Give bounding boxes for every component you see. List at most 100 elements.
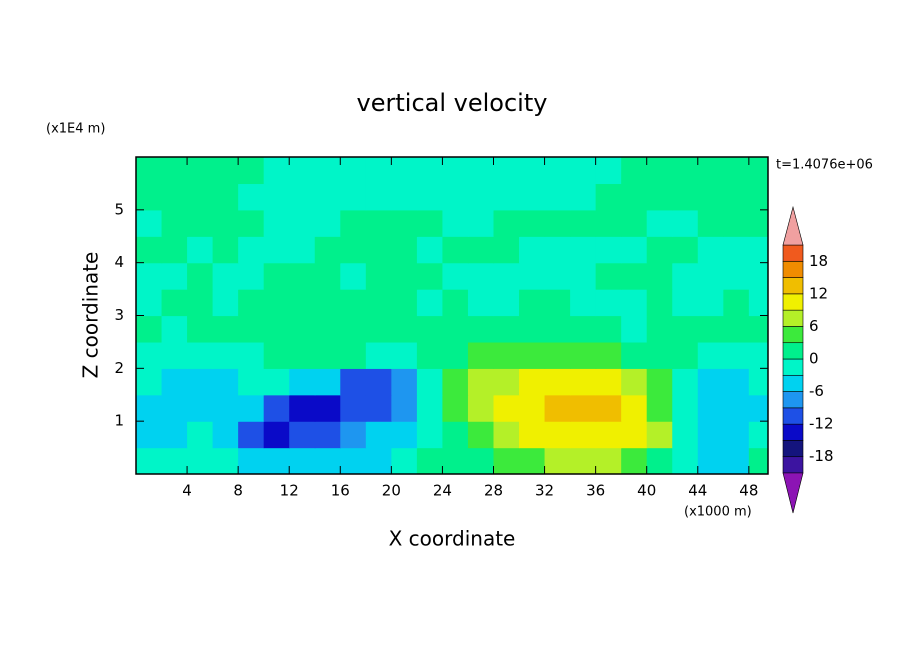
contour-cell [544,183,571,211]
contour-cell [723,289,750,317]
contour-cell [212,315,239,343]
contour-cell [723,262,750,290]
contour-cell [416,394,444,422]
contour-cell [595,289,622,317]
x-tick-label: 44 [688,482,707,500]
contour-cell [672,341,699,369]
contour-cell [570,262,597,290]
contour-cell [238,447,265,474]
contour-cell [238,421,265,449]
contour-cell [697,368,724,396]
contour-cell [646,262,673,290]
contour-cell [646,394,673,422]
contour-cell [672,368,699,396]
contour-cell [595,209,622,237]
field [136,157,768,474]
contour-cell [467,341,495,369]
contour-cell [748,262,768,290]
contour-cell [493,447,520,474]
contour-cell [621,315,648,343]
contour-cell [340,447,367,474]
contour-cell [672,447,699,474]
contour-cell [621,341,648,369]
colorbar-band [782,456,804,474]
contour-cell [493,394,520,422]
contour-cell [544,315,571,343]
contour-cell [621,421,648,449]
contour-cell [748,368,768,396]
contour-cell [493,209,520,237]
contour-cell [263,183,290,211]
x-tick-label: 48 [739,482,758,500]
contour-cell [570,315,597,343]
colorbar-band [782,244,804,262]
contour-cell [263,262,290,290]
contour-cell [621,183,648,211]
contour-cell [544,262,571,290]
contour-cell [519,315,546,343]
contour-cell [416,183,444,211]
contour-cell [646,447,673,474]
contour-cell [697,447,724,474]
contour-cell [442,315,469,343]
contour-cell [519,447,546,474]
contour-cell [519,289,546,317]
contour-cell [212,262,239,290]
contour-cell [238,341,265,369]
contour-cell [748,236,768,264]
contour-cell [289,157,316,185]
contour-cell [136,236,163,264]
contour-cell [187,368,214,396]
contour-cell [467,236,495,264]
contour-cell [187,421,214,449]
contour-cell [340,315,367,343]
contour-cell [467,394,495,422]
x-tick-label: 4 [182,482,192,500]
contour-cell [723,183,750,211]
contour-cell [238,368,265,396]
contour-cell [340,236,367,264]
contour-cell [289,315,316,343]
x-tick-label: 40 [637,482,656,500]
contour-cell [467,183,495,211]
contour-cell [365,368,392,396]
contour-cell [136,183,163,211]
contour-cell [187,262,214,290]
y-tick-label: 5 [114,200,124,218]
x-axis-label: X coordinate [389,527,516,551]
contour-cell [289,368,316,396]
contour-cell [136,394,163,422]
contour-cell [442,289,469,317]
y-axis-label: Z coordinate [79,252,103,379]
contour-cell [212,341,239,369]
contour-cell [365,394,392,422]
contour-cell [723,341,750,369]
contour-cell [697,289,724,317]
colorbar-label: -18 [809,447,834,465]
contour-cell [212,394,239,422]
contour-cell [161,236,188,264]
contour-cell [595,421,622,449]
contour-cell [570,289,597,317]
colorbar-band [782,342,804,360]
contour-cell [289,262,316,290]
contour-cell [570,209,597,237]
contour-cell [595,315,622,343]
contour-cell [340,157,367,185]
contour-cell [391,236,418,264]
contour-cell [136,289,163,317]
contour-cell [263,394,290,422]
contour-cell [161,289,188,317]
contour-cell [416,421,444,449]
contour-cell [697,394,724,422]
contour-cell [136,447,163,474]
x-tick-label: 28 [484,482,503,500]
colorbar-over [782,205,804,246]
contour-cell [519,421,546,449]
y-tick-label: 3 [114,306,124,324]
contour-cell [187,289,214,317]
contour-cell [544,447,571,474]
contour-cell [238,394,265,422]
colorbar-band [782,293,804,311]
colorbar-band [782,309,804,327]
